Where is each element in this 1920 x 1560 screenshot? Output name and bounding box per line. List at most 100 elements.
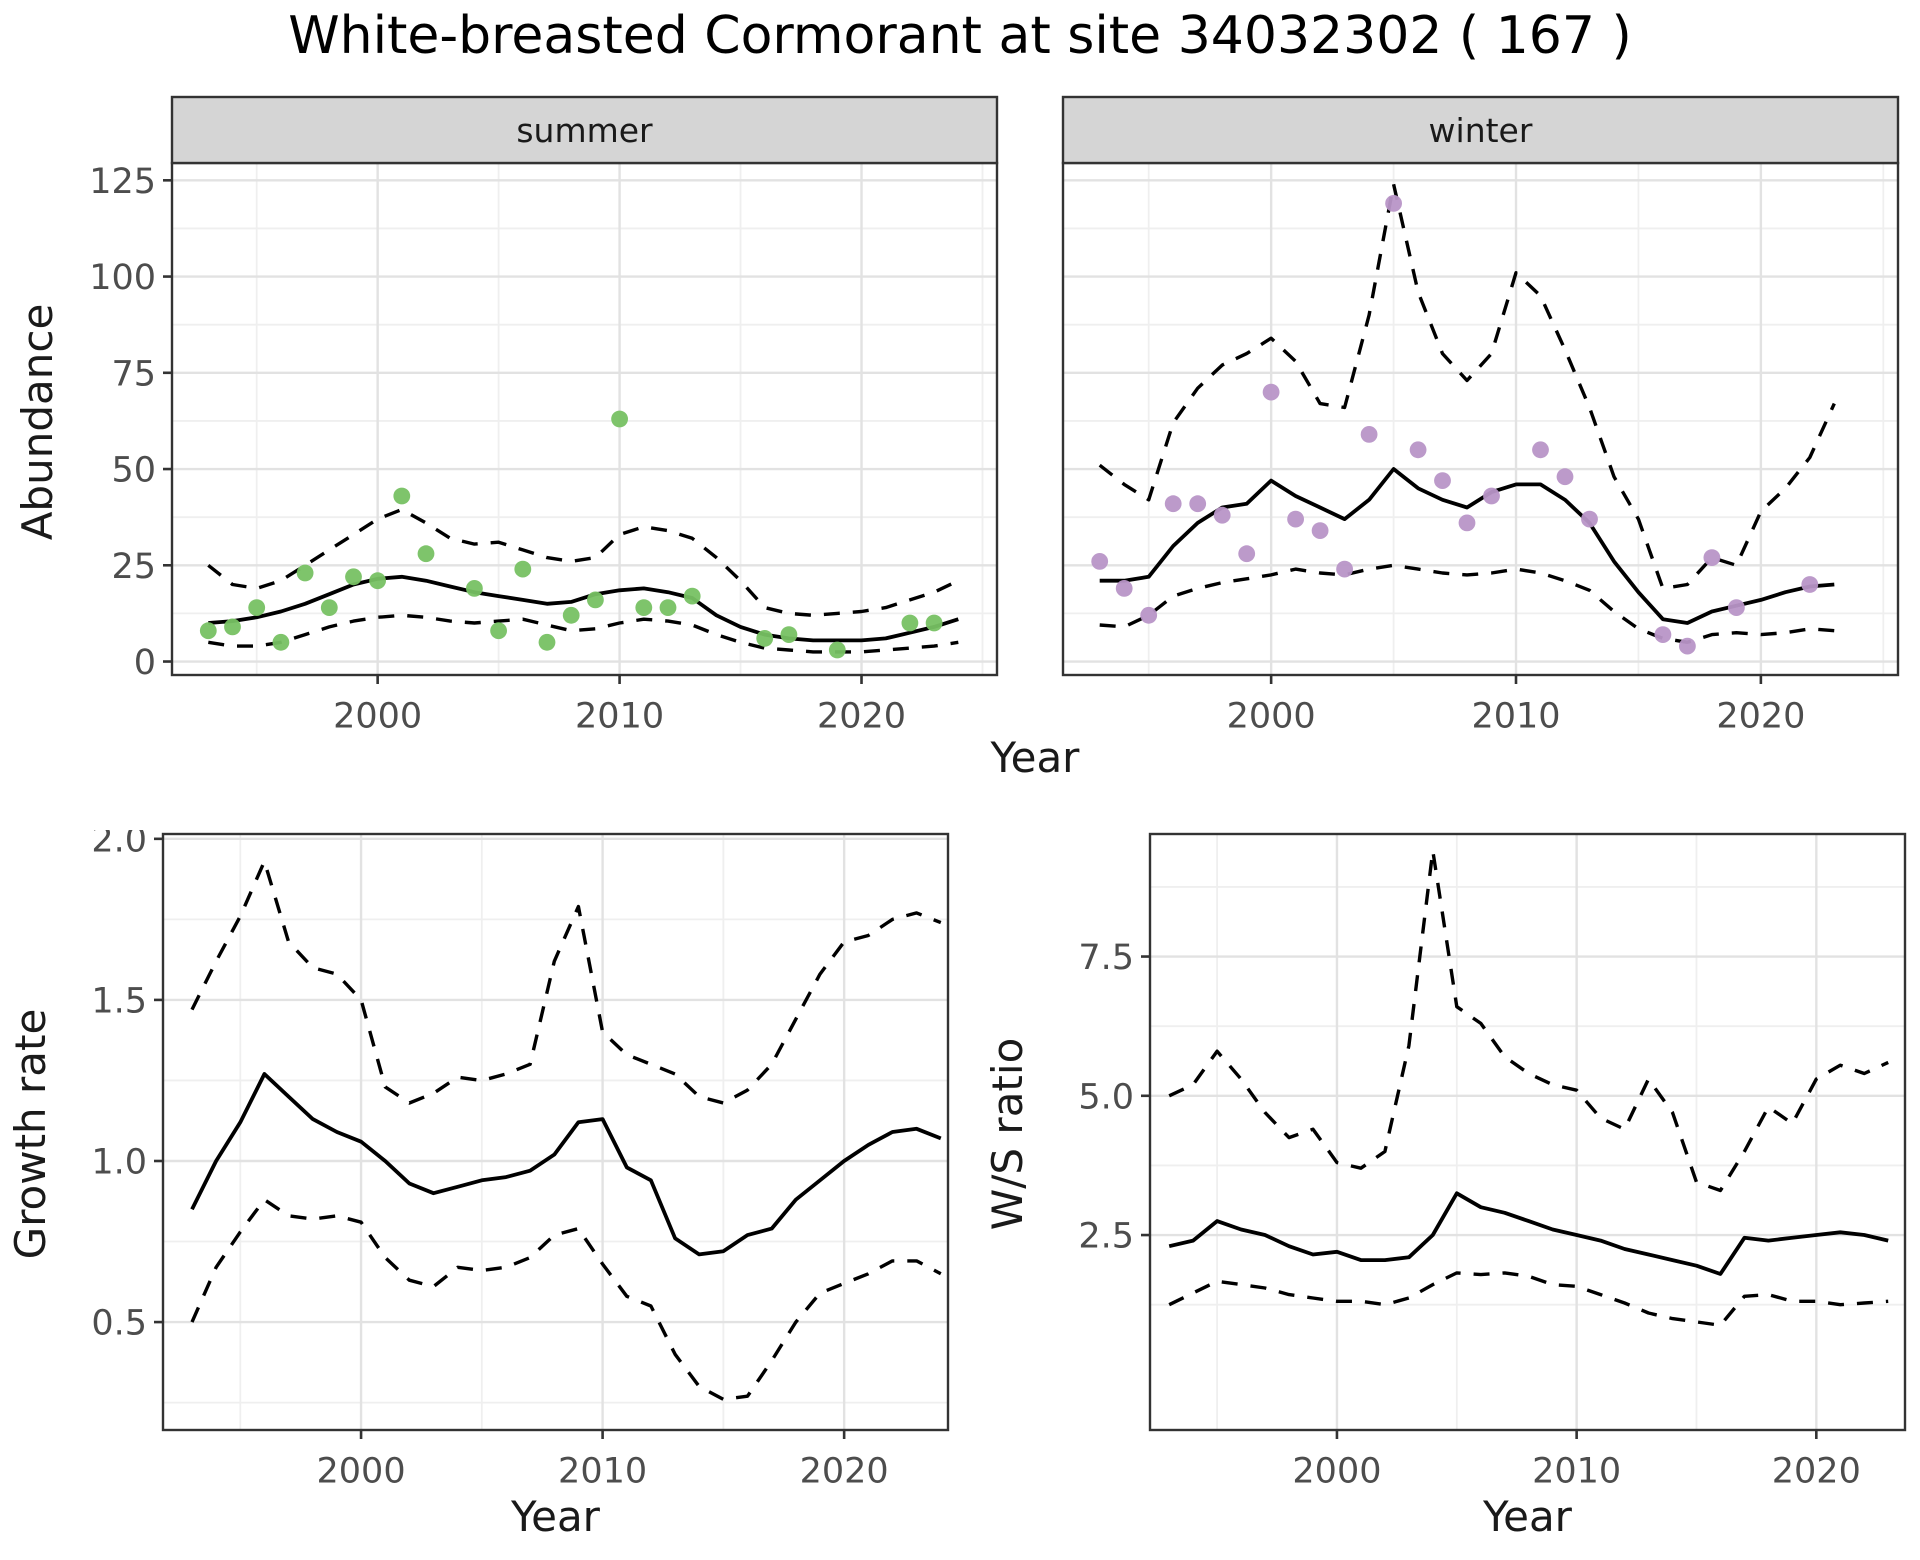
data-point xyxy=(635,599,653,616)
year-axis-label-growth: Year xyxy=(511,1492,600,1541)
x-tick-label: 2000 xyxy=(333,697,422,737)
x-tick-label: 2000 xyxy=(1227,697,1316,737)
gridlines xyxy=(1150,834,1905,1430)
data-point xyxy=(248,599,266,616)
upper_ci-line xyxy=(1098,182,1836,591)
axis-ticks: 2000 2010 2020 2.5 5.0 7.5 xyxy=(1078,938,1861,1485)
fit-line xyxy=(190,1072,942,1257)
upper_ci-line xyxy=(207,507,960,617)
ws-ratio-chart: 2000 2010 2020 2.5 5.0 7.5 xyxy=(1078,832,1907,1485)
data-point xyxy=(1385,195,1402,212)
year-axis-label-ws: Year xyxy=(1483,1492,1572,1541)
x-tick-label: 2020 xyxy=(800,1452,889,1485)
data-point xyxy=(417,545,435,563)
data-point xyxy=(1164,495,1182,513)
panel-border xyxy=(161,832,950,1432)
panel-background xyxy=(1063,163,1898,675)
y-tick-label: 125 xyxy=(89,162,156,202)
x-tick-label: 2000 xyxy=(317,1452,406,1485)
data-point xyxy=(514,560,532,578)
data-point xyxy=(393,487,411,505)
data-point xyxy=(1458,514,1476,532)
panel-border xyxy=(1148,832,1907,1432)
y-tick-label: 5.0 xyxy=(1078,1077,1134,1117)
x-tick-label: 2020 xyxy=(817,697,906,737)
observation-points xyxy=(1091,195,1819,655)
facet-strip-label: winter xyxy=(1429,111,1533,150)
axis-ticks: 2000 2010 2020 0.5 1.0 1.5 2.0 xyxy=(91,830,888,1485)
winter-abundance-chart: winter 2000 2010 2020 xyxy=(1061,95,1900,737)
year-axis-label-top: Year xyxy=(990,733,1080,782)
data-point xyxy=(1703,549,1721,566)
y-tick-label: 1.0 xyxy=(91,1143,147,1183)
fit-line xyxy=(1168,1191,1889,1276)
axis-ticks: 2000 2010 2020 0 25 50 75 100 125 xyxy=(89,162,906,737)
data-point xyxy=(1360,426,1378,443)
data-point xyxy=(828,641,846,659)
gridlines xyxy=(163,834,948,1430)
panel-background xyxy=(1150,834,1905,1430)
panel-background xyxy=(163,834,948,1430)
gridlines xyxy=(1063,163,1898,675)
ws-ratio-axis-label: W/S ratio xyxy=(983,1037,1032,1231)
data-point xyxy=(296,564,314,582)
data-point xyxy=(1140,606,1158,624)
y-tick-label: 2.5 xyxy=(1078,1217,1134,1257)
lower_ci-line xyxy=(1099,563,1835,644)
facet-strip: winter xyxy=(1061,95,1900,165)
panel-background xyxy=(172,163,997,675)
y-tick-label: 2.0 xyxy=(91,830,147,860)
data-point xyxy=(901,614,919,632)
x-tick-label: 2010 xyxy=(558,1452,647,1485)
y-tick-label: 0.5 xyxy=(91,1304,147,1344)
data-point xyxy=(490,622,507,640)
fit-line xyxy=(208,574,959,643)
y-tick-label: 7.5 xyxy=(1078,938,1134,978)
data-point xyxy=(1532,441,1549,459)
data-point xyxy=(1728,599,1745,616)
y-tick-label: 1.5 xyxy=(91,982,147,1022)
y-tick-label: 50 xyxy=(111,451,156,491)
data-point xyxy=(611,410,628,428)
y-tick-label: 100 xyxy=(89,258,156,298)
data-point xyxy=(1262,383,1280,401)
summer-abundance-chart: summer 2000 2010 2020 0 25 50 75 100 125 xyxy=(89,95,999,737)
facet-strip-label: summer xyxy=(516,111,653,150)
page-title: White-breasted Cormorant at site 3403230… xyxy=(288,6,1632,66)
lower_ci-line xyxy=(208,613,959,654)
data-point xyxy=(1213,506,1231,524)
data-point xyxy=(1287,510,1304,528)
data-point xyxy=(756,630,774,647)
data-point xyxy=(1556,468,1574,486)
data-point xyxy=(1091,553,1109,570)
data-point xyxy=(659,599,677,616)
data-point xyxy=(1483,487,1500,505)
data-point xyxy=(1238,545,1256,563)
model-lines xyxy=(1168,849,1889,1327)
x-tick-label: 2010 xyxy=(575,697,664,737)
growth-rate-axis-label: Growth rate xyxy=(6,1008,55,1260)
data-point xyxy=(1581,510,1598,528)
facet-strip: summer xyxy=(170,95,999,165)
data-point xyxy=(272,633,290,651)
data-point xyxy=(369,572,386,590)
data-point xyxy=(199,622,217,640)
lower_ci-line xyxy=(1168,1271,1889,1327)
data-point xyxy=(538,633,556,651)
y-tick-label: 0 xyxy=(134,643,156,683)
axis-ticks: 2000 2010 2020 xyxy=(1227,675,1805,737)
data-point xyxy=(1311,522,1329,539)
lower_ci-line xyxy=(190,1198,942,1402)
x-tick-label: 2010 xyxy=(1471,697,1560,737)
growth-rate-chart: 2000 2010 2020 0.5 1.0 1.5 2.0 xyxy=(91,830,950,1485)
data-point xyxy=(1434,472,1451,489)
data-point xyxy=(562,606,580,624)
data-point xyxy=(683,587,701,605)
data-point xyxy=(320,599,338,616)
upper_ci-line xyxy=(190,859,942,1105)
data-point xyxy=(925,614,943,632)
data-point xyxy=(1679,637,1696,655)
data-point xyxy=(1189,495,1207,513)
upper_ci-line xyxy=(1168,849,1889,1193)
